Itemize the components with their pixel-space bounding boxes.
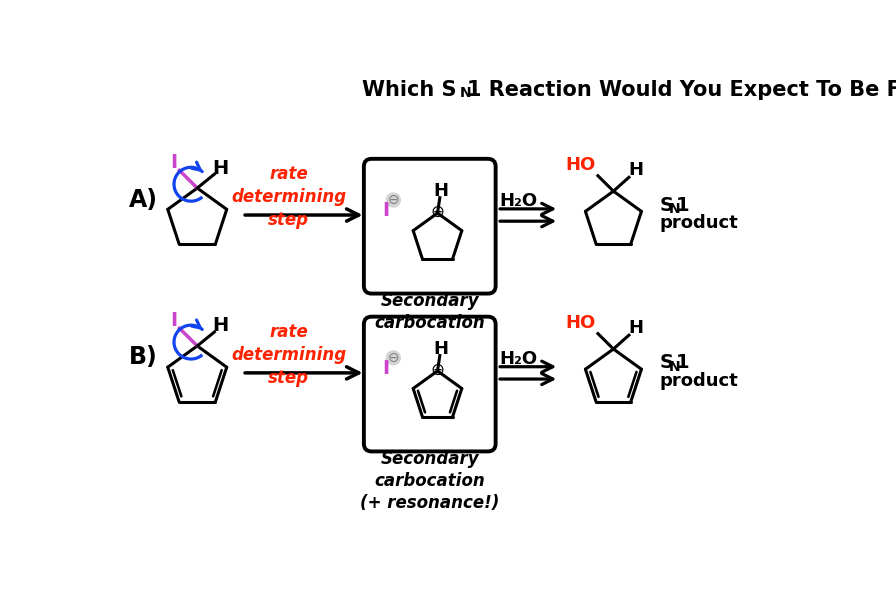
Text: product: product — [660, 372, 738, 390]
Text: S: S — [660, 195, 674, 214]
Text: A): A) — [129, 188, 158, 211]
Text: ⊖: ⊖ — [387, 351, 399, 365]
Text: I: I — [382, 201, 389, 220]
Text: H: H — [628, 319, 643, 337]
Text: H₂O: H₂O — [500, 350, 538, 368]
Text: 1: 1 — [676, 353, 689, 372]
Text: H: H — [212, 316, 228, 336]
Text: ⊖: ⊖ — [387, 193, 399, 207]
Circle shape — [386, 351, 401, 365]
Text: H: H — [628, 162, 643, 179]
Text: H₂O: H₂O — [500, 192, 538, 210]
Text: ⊕: ⊕ — [431, 203, 444, 221]
Circle shape — [386, 193, 401, 207]
Text: I: I — [170, 153, 177, 172]
FancyBboxPatch shape — [364, 159, 495, 294]
Text: ⊕: ⊕ — [431, 361, 444, 379]
Text: H: H — [212, 159, 228, 178]
Text: HO: HO — [565, 314, 596, 332]
Text: N: N — [668, 202, 680, 216]
FancyBboxPatch shape — [364, 317, 495, 452]
Text: H: H — [433, 340, 448, 358]
Text: product: product — [660, 214, 738, 231]
Text: N: N — [460, 86, 471, 99]
Text: rate
determining
step: rate determining step — [231, 165, 346, 229]
Text: B): B) — [129, 346, 158, 369]
Text: 1 Reaction Would You Expect To Be Faster?: 1 Reaction Would You Expect To Be Faster… — [467, 79, 896, 99]
Text: N: N — [668, 360, 680, 374]
Text: H: H — [433, 182, 448, 200]
Text: S: S — [660, 353, 674, 372]
Text: HO: HO — [565, 156, 596, 174]
Text: 1: 1 — [676, 195, 689, 214]
Text: I: I — [382, 359, 389, 378]
Text: Secondary
carbocation
(+ resonance!): Secondary carbocation (+ resonance!) — [360, 450, 499, 512]
Text: rate
determining
step: rate determining step — [231, 323, 346, 387]
Text: Secondary
carbocation: Secondary carbocation — [375, 292, 485, 332]
Text: Which S: Which S — [362, 79, 456, 99]
Text: I: I — [170, 311, 177, 330]
